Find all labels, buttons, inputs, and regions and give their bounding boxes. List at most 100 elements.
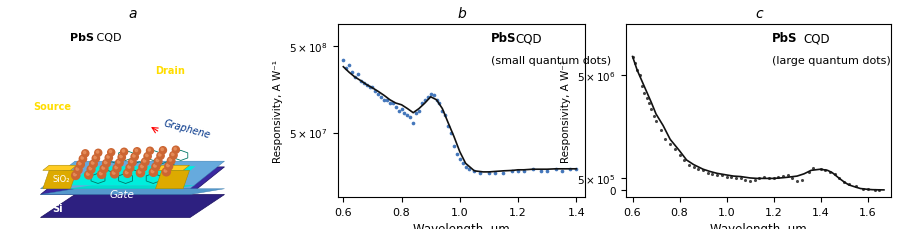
Point	[347, 76, 362, 79]
Point	[849, 185, 863, 188]
Circle shape	[118, 154, 125, 161]
Circle shape	[126, 164, 134, 172]
Circle shape	[170, 152, 177, 159]
Point	[637, 92, 652, 96]
Point	[432, 102, 446, 105]
Point	[458, 165, 473, 169]
Circle shape	[90, 160, 97, 168]
Point	[505, 169, 519, 173]
Circle shape	[112, 172, 115, 174]
Point	[710, 173, 724, 177]
Circle shape	[84, 152, 86, 154]
Point	[424, 93, 438, 96]
Point	[687, 165, 701, 169]
Circle shape	[139, 171, 141, 173]
Circle shape	[151, 170, 154, 173]
Circle shape	[173, 147, 179, 153]
Point	[872, 188, 886, 192]
Point	[415, 102, 429, 105]
Point	[403, 116, 418, 120]
Point	[700, 171, 715, 175]
Text: a: a	[128, 7, 137, 21]
Text: Si: Si	[52, 203, 63, 213]
Polygon shape	[40, 195, 224, 218]
Circle shape	[146, 154, 148, 157]
Circle shape	[78, 162, 81, 165]
Polygon shape	[40, 167, 224, 195]
Text: (large quantum dots): (large quantum dots)	[771, 56, 890, 66]
Text: PbS: PbS	[491, 32, 517, 45]
Circle shape	[165, 163, 173, 170]
Circle shape	[76, 168, 78, 171]
Polygon shape	[43, 166, 76, 171]
Circle shape	[133, 148, 140, 155]
Point	[814, 168, 828, 171]
Point	[394, 107, 409, 111]
Point	[691, 168, 706, 171]
Point	[435, 109, 449, 113]
Circle shape	[144, 153, 151, 160]
Point	[569, 167, 583, 171]
Point	[517, 169, 531, 173]
Point	[630, 69, 644, 73]
Point	[412, 109, 427, 113]
Point	[444, 131, 458, 135]
Point	[776, 174, 790, 178]
Point	[488, 171, 502, 175]
Circle shape	[99, 172, 103, 175]
Point	[785, 177, 799, 180]
Point	[351, 73, 365, 76]
Point	[868, 188, 882, 192]
Text: b: b	[457, 7, 466, 21]
Point	[462, 167, 476, 171]
Y-axis label: Responsivity, A W⁻¹: Responsivity, A W⁻¹	[274, 60, 284, 162]
Point	[438, 114, 453, 117]
Circle shape	[121, 149, 128, 155]
Point	[339, 67, 354, 71]
Circle shape	[115, 159, 123, 167]
Point	[729, 177, 743, 180]
Circle shape	[141, 158, 149, 166]
Point	[385, 102, 400, 105]
Text: Graphene: Graphene	[162, 117, 212, 139]
Point	[450, 153, 464, 156]
Point	[752, 177, 767, 180]
Point	[482, 171, 496, 175]
Point	[453, 157, 467, 161]
Point	[672, 154, 687, 158]
Point	[418, 98, 432, 102]
Circle shape	[96, 151, 99, 153]
Point	[681, 163, 696, 167]
Circle shape	[148, 149, 150, 151]
Polygon shape	[68, 166, 195, 185]
Point	[400, 114, 415, 117]
Point	[663, 142, 678, 146]
Point	[757, 176, 771, 179]
Circle shape	[86, 173, 89, 175]
Point	[359, 83, 374, 87]
Polygon shape	[156, 166, 190, 171]
Circle shape	[94, 156, 96, 159]
Circle shape	[157, 152, 164, 160]
Circle shape	[94, 150, 102, 157]
Circle shape	[149, 169, 158, 177]
Polygon shape	[43, 171, 76, 189]
X-axis label: Wavelength, μm: Wavelength, μm	[413, 222, 509, 229]
Circle shape	[174, 148, 176, 150]
Point	[823, 170, 837, 174]
Circle shape	[154, 165, 157, 167]
Circle shape	[155, 158, 162, 165]
Circle shape	[158, 154, 161, 156]
Point	[377, 98, 392, 102]
Point	[473, 171, 488, 175]
Point	[644, 108, 659, 112]
Point	[371, 93, 385, 96]
Circle shape	[109, 150, 112, 153]
Point	[719, 176, 733, 179]
Text: CQD: CQD	[94, 33, 122, 43]
Point	[496, 171, 510, 175]
Point	[780, 173, 795, 177]
Circle shape	[111, 170, 119, 178]
Circle shape	[129, 159, 136, 166]
Circle shape	[132, 155, 135, 157]
